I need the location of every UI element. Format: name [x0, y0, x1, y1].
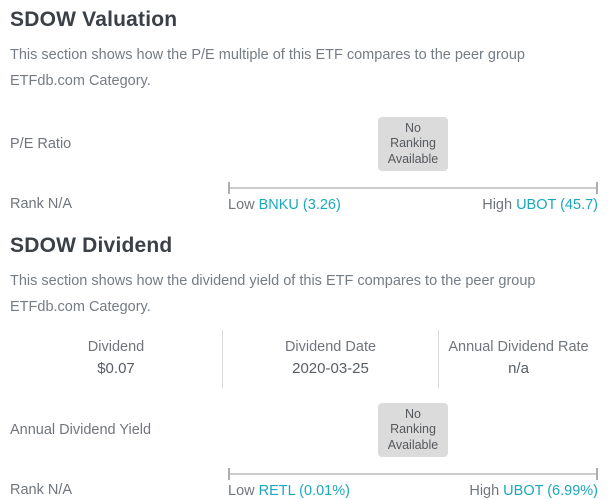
scale-tick-high [596, 182, 598, 194]
scale-track-line [228, 187, 598, 189]
no-ranking-badge: No Ranking Available [378, 403, 448, 457]
scale-high: High UBOT (45.7) [482, 197, 598, 213]
stat-dividend-date: Dividend Date 2020-03-25 [222, 330, 438, 388]
scale-high: High UBOT (6.99%) [469, 483, 598, 499]
high-ticker-link[interactable]: UBOT (45.7) [516, 197, 598, 213]
dividend-yield-scale-row: Rank N/A Low RETL (0.01%) High UBOT (6.99%… [10, 457, 598, 499]
stat-dividend-date-value: 2020-03-25 [292, 360, 369, 377]
pe-ratio-scale-row: Rank N/A Low BNKU (3.26) High UBOT (45.7) [10, 171, 598, 213]
scale-endpoint-labels: Low RETL (0.01%) High UBOT (6.99%) [228, 483, 598, 499]
stat-annual-dividend-rate-label: Annual Dividend Rate [448, 339, 589, 355]
high-label: High [469, 483, 500, 499]
high-label: High [482, 197, 513, 213]
stat-dividend-date-label: Dividend Date [284, 339, 377, 355]
stat-annual-dividend-rate: Annual Dividend Rate n/a [438, 330, 598, 388]
dividend-yield-scale: Low RETL (0.01%) High UBOT (6.99%) [228, 457, 598, 499]
pe-ratio-rank-area: No Ranking Available [228, 117, 598, 171]
annual-dividend-yield-label: Annual Dividend Yield [10, 422, 152, 438]
annual-dividend-yield-row: Annual Dividend Yield No Ranking Availab… [10, 403, 598, 457]
low-label: Low [228, 197, 255, 213]
low-label: Low [228, 483, 255, 499]
dividend-stats-table: Dividend $0.07 Dividend Date 2020-03-25 … [10, 330, 598, 388]
no-ranking-badge: No Ranking Available [378, 117, 448, 171]
scale-low: Low BNKU (3.26) [228, 197, 341, 213]
valuation-section: SDOW Valuation This section shows how th… [10, 8, 598, 213]
pe-ratio-row: P/E Ratio No Ranking Available [10, 117, 598, 171]
rank-na-label: Rank N/A [10, 196, 73, 212]
dividend-description: This section shows how the dividend yiel… [10, 273, 536, 315]
scale-tick-low [228, 182, 230, 194]
scale-track [228, 182, 598, 194]
scale-endpoint-labels: Low BNKU (3.26) High UBOT (45.7) [228, 197, 598, 213]
scale-tick-low [228, 468, 230, 480]
stat-dividend: Dividend $0.07 [10, 330, 222, 388]
low-ticker-link[interactable]: BNKU (3.26) [258, 197, 341, 213]
scale-tick-high [596, 468, 598, 480]
rank-na-label: Rank N/A [10, 482, 73, 498]
valuation-title: SDOW Valuation [10, 8, 178, 31]
pe-ratio-label: P/E Ratio [10, 136, 72, 152]
dividend-section: SDOW Dividend This section shows how the… [10, 234, 598, 499]
scale-track-line [228, 473, 598, 475]
scale-track [228, 468, 598, 480]
dividend-yield-rank-area: No Ranking Available [228, 403, 598, 457]
high-ticker-link[interactable]: UBOT (6.99%) [503, 483, 598, 499]
stat-dividend-value: $0.07 [97, 360, 135, 377]
stat-dividend-label: Dividend [87, 339, 145, 355]
dividend-title: SDOW Dividend [10, 234, 173, 257]
stat-annual-dividend-rate-value: n/a [508, 360, 529, 377]
valuation-description: This section shows how the P/E multiple … [10, 47, 525, 89]
low-ticker-link[interactable]: RETL (0.01%) [258, 483, 350, 499]
pe-ratio-scale: Low BNKU (3.26) High UBOT (45.7) [228, 171, 598, 213]
scale-low: Low RETL (0.01%) [228, 483, 350, 499]
